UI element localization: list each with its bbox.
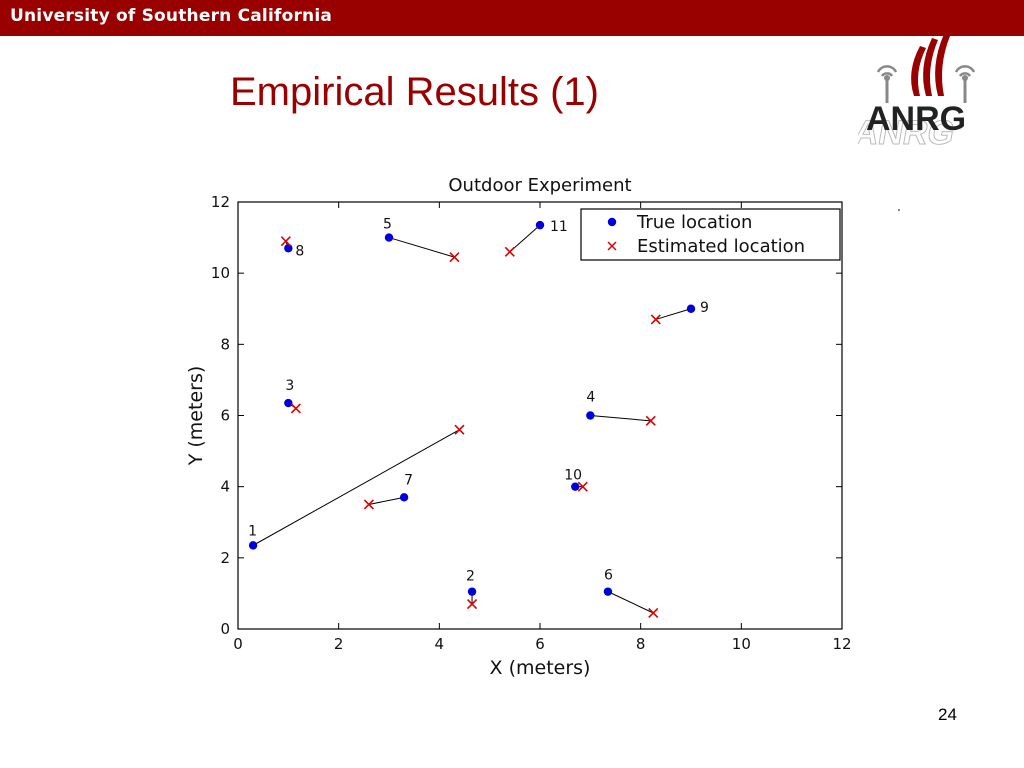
slide-title: Empirical Results (1) xyxy=(230,70,599,114)
estimated-point-9 xyxy=(650,314,661,325)
point-label-8: 8 xyxy=(295,243,304,259)
right-antenna-icon xyxy=(954,65,976,103)
y-tick-label: 2 xyxy=(220,549,230,567)
logo-text: ANRG xyxy=(866,100,966,138)
estimated-point-2 xyxy=(466,599,478,610)
y-tick-label: 4 xyxy=(220,478,230,496)
estimated-point-5 xyxy=(449,252,460,263)
y-tick-label: 6 xyxy=(220,407,230,425)
point-label-9: 9 xyxy=(700,300,709,316)
header-bar: University of Southern California xyxy=(0,0,1024,36)
anrg-logo-graphic: ANRG ANRG xyxy=(850,34,976,152)
x-tick-label: 6 xyxy=(535,635,545,653)
x-tick-label: 2 xyxy=(334,635,344,653)
point-label-11: 11 xyxy=(550,219,568,235)
true-point-10 xyxy=(571,482,580,491)
true-point-11 xyxy=(535,220,545,230)
university-name: University of Southern California xyxy=(10,6,333,26)
legend-estimated-label: Estimated location xyxy=(637,236,805,257)
error-line-11 xyxy=(509,224,541,253)
true-point-7 xyxy=(399,493,409,502)
svg-text:ANRG: ANRG xyxy=(858,114,958,152)
true-point-9 xyxy=(686,304,696,313)
left-antenna-icon xyxy=(876,65,898,103)
legend-estimated-marker xyxy=(607,241,617,251)
stray-dot xyxy=(898,209,900,211)
estimated-point-4 xyxy=(645,415,656,426)
anrg-logo: ANRG ANRG xyxy=(850,32,1008,152)
legend-true-marker xyxy=(607,217,617,227)
y-tick-label: 0 xyxy=(220,620,230,638)
error-line-7 xyxy=(368,496,405,505)
estimated-point-1 xyxy=(454,424,465,435)
y-axis-label: Y (meters) xyxy=(185,366,207,467)
error-line-5 xyxy=(388,237,455,258)
point-label-4: 4 xyxy=(586,390,595,406)
legend-true-label: True location xyxy=(636,212,752,233)
estimated-point-3 xyxy=(290,403,301,414)
point-label-7: 7 xyxy=(404,472,413,488)
x-tick-label: 0 xyxy=(233,635,243,653)
point-label-1: 1 xyxy=(248,523,257,539)
true-point-2 xyxy=(467,587,477,596)
error-line-4 xyxy=(590,415,651,422)
estimated-point-8 xyxy=(280,236,291,247)
signal-waves-icon xyxy=(911,34,950,96)
chart-title: Outdoor Experiment xyxy=(448,175,631,196)
plot-frame xyxy=(237,201,843,630)
true-point-8 xyxy=(284,244,293,253)
point-label-5: 5 xyxy=(383,217,392,233)
y-tick-label: 10 xyxy=(211,264,230,282)
estimated-point-11 xyxy=(504,246,515,257)
estimated-point-7 xyxy=(363,499,374,510)
true-point-3 xyxy=(284,398,293,408)
error-line-1 xyxy=(252,429,460,546)
error-line-6 xyxy=(607,591,654,614)
x-tick-label: 4 xyxy=(435,635,445,653)
point-label-6: 6 xyxy=(604,568,613,584)
true-point-6 xyxy=(603,587,613,596)
true-point-4 xyxy=(586,411,595,420)
x-tick-label: 10 xyxy=(732,635,751,653)
true-point-1 xyxy=(248,541,258,550)
x-axis-label: X (meters) xyxy=(490,657,591,679)
point-label-3: 3 xyxy=(285,378,294,394)
estimated-point-6 xyxy=(648,607,659,619)
legend-box xyxy=(580,208,841,261)
page-number: 24 xyxy=(938,705,957,724)
error-line-9 xyxy=(655,308,692,320)
true-point-5 xyxy=(384,233,394,242)
point-label-2: 2 xyxy=(466,569,475,585)
y-tick-label: 12 xyxy=(211,193,230,211)
y-tick-label: 8 xyxy=(220,335,230,353)
x-tick-label: 8 xyxy=(636,635,646,653)
estimated-point-10 xyxy=(577,481,588,492)
point-label-10: 10 xyxy=(564,468,582,484)
x-tick-label: 12 xyxy=(832,635,850,653)
